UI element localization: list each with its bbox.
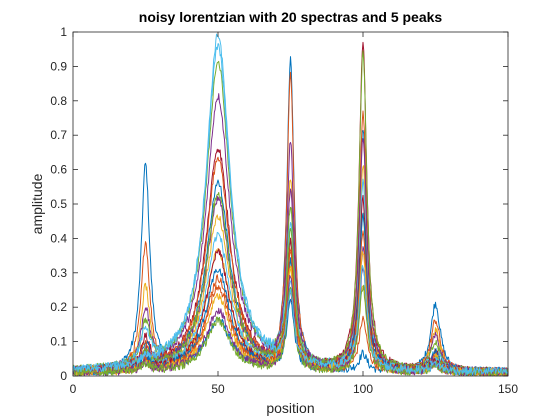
series-group: [72, 33, 509, 377]
y-tick-label: 0.3: [50, 266, 67, 280]
y-tick-label: 0.2: [50, 300, 67, 314]
series-line-3: [72, 179, 509, 377]
x-tick-label: 150: [498, 382, 518, 396]
series-line-7: [72, 41, 509, 376]
y-tick-label: 0.9: [50, 59, 67, 73]
y-tick-label: 0.6: [50, 163, 67, 177]
series-line-12: [72, 50, 509, 376]
y-tick-label: 0.8: [50, 94, 67, 108]
y-axis-label: amplitude: [29, 173, 45, 234]
series-line-10: [72, 165, 509, 377]
series-line-5: [72, 60, 509, 376]
series-line-4: [72, 93, 509, 376]
series-line-20: [72, 43, 509, 376]
series-line-1: [72, 56, 509, 377]
y-tick-label: 0.5: [50, 197, 67, 211]
x-axis-label: position: [266, 400, 314, 416]
y-tick-label: 0.4: [50, 231, 67, 245]
x-tick-label: 100: [353, 382, 373, 396]
x-tick-label: 50: [211, 382, 225, 396]
y-tick-label: 0: [60, 369, 67, 383]
y-tick-label: 1: [60, 25, 67, 39]
chart-title: noisy lorentzian with 20 spectras and 5 …: [139, 9, 443, 25]
series-line-19: [72, 284, 509, 377]
tick-group: 0 50 100 150 0 0.1 0.2 0.3 0.4 0.5 0.6 0.7 0.8 0.9 1: [50, 25, 518, 396]
series-line-2: [72, 71, 509, 377]
y-tick-label: 0.1: [50, 335, 67, 349]
x-tick-label: 0: [70, 382, 77, 396]
y-tick-label: 0.7: [50, 128, 67, 142]
